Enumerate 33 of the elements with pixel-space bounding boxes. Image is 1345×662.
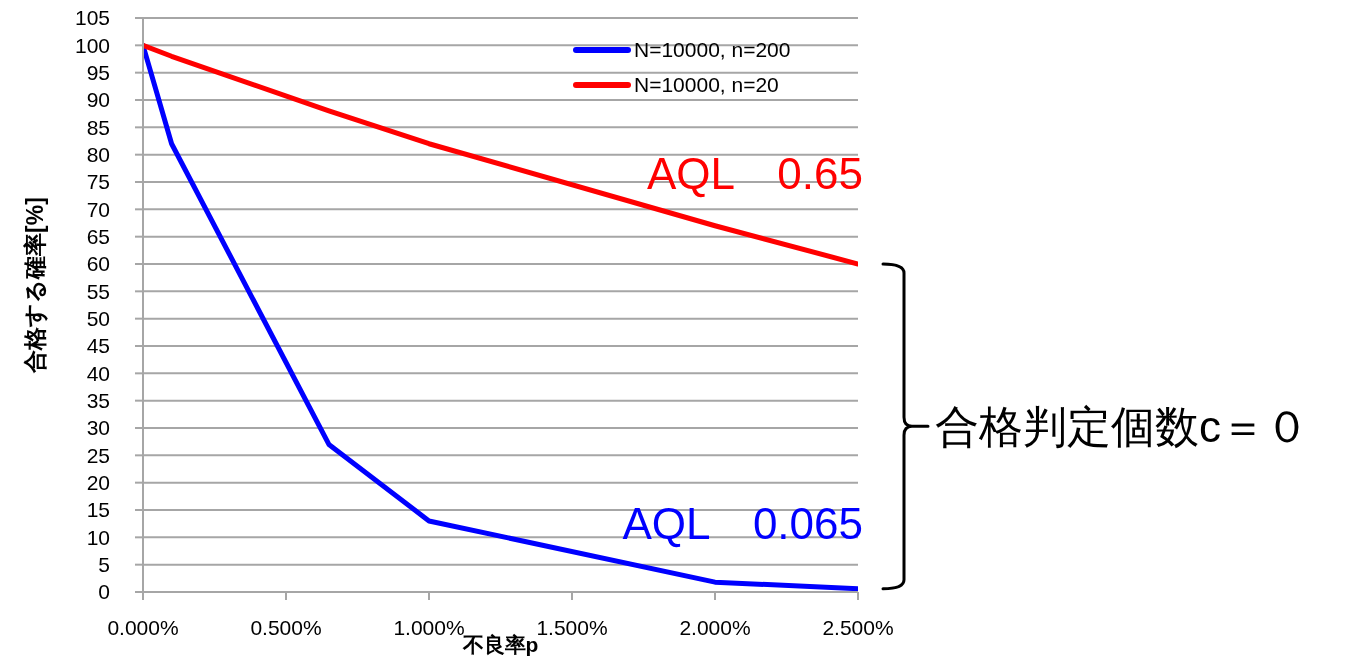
x-tick-label: 1.500% bbox=[536, 615, 608, 639]
y-tick-label: 20 bbox=[86, 471, 110, 495]
y-tick-label: 50 bbox=[86, 307, 110, 331]
legend-label: N=10000, n=200 bbox=[634, 37, 791, 63]
y-tick-label: 55 bbox=[86, 279, 110, 303]
annotation: AQL 0.065 bbox=[622, 498, 863, 548]
y-axis-title: 合格する確率[%] bbox=[22, 197, 48, 374]
y-tick-label: 70 bbox=[86, 197, 110, 221]
y-tick-label: 90 bbox=[86, 88, 110, 112]
x-tick-label: 0.500% bbox=[250, 615, 322, 639]
y-tick-label: 40 bbox=[86, 361, 110, 385]
y-tick-label: 80 bbox=[86, 143, 110, 167]
text: 合格判定個数c＝０ bbox=[935, 401, 1309, 451]
y-tick-label: 85 bbox=[86, 115, 110, 139]
x-tick-label: 2.500% bbox=[822, 615, 894, 639]
y-tick-label: 45 bbox=[86, 334, 110, 358]
x-tick-label: 2.000% bbox=[679, 615, 751, 639]
y-tick-label: 5 bbox=[98, 553, 110, 577]
y-tick-label: 25 bbox=[86, 443, 110, 467]
y-tick-label: 10 bbox=[86, 525, 110, 549]
y-tick-label: 30 bbox=[86, 416, 110, 440]
y-tick-label: 15 bbox=[86, 498, 110, 522]
y-tick-label: 65 bbox=[86, 225, 110, 249]
y-tick-label: 95 bbox=[86, 61, 110, 85]
annotation: AQL 0.65 bbox=[646, 148, 863, 198]
y-tick-label: 35 bbox=[86, 389, 110, 413]
x-tick-label: 0.000% bbox=[107, 615, 179, 639]
legend-label: N=10000, n=20 bbox=[634, 72, 779, 98]
y-tick-label: 60 bbox=[86, 252, 110, 276]
y-tick-label: 105 bbox=[74, 6, 110, 30]
y-tick-label: 75 bbox=[86, 170, 110, 194]
y-tick-label: 100 bbox=[74, 33, 110, 57]
y-tick-label: 0 bbox=[98, 580, 110, 604]
